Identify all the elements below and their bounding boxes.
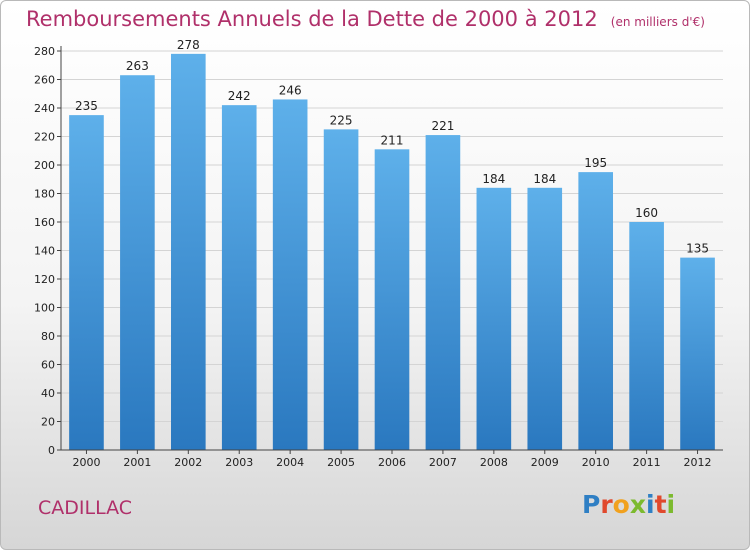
x-tick-label: 2011 — [633, 456, 661, 469]
data-label: 135 — [686, 242, 709, 256]
axes: 0 20 40 60 80 100 120 140 160 180 200 220 240 260 280 2… — [34, 45, 723, 469]
bar-2003[interactable] — [221, 105, 257, 451]
x-tick-label: 2003 — [225, 456, 253, 469]
y-tick-label: 100 — [34, 302, 55, 315]
bar-2012[interactable] — [680, 257, 715, 450]
y-tick-label: 160 — [34, 216, 55, 229]
bar-2000[interactable] — [69, 115, 104, 450]
bar-2004[interactable] — [272, 99, 308, 450]
chart-title: Remboursements Annuels de la Dette de 20… — [26, 7, 705, 31]
data-label: 242 — [228, 89, 251, 103]
data-label: 211 — [381, 133, 404, 147]
y-tick-label: 280 — [34, 45, 55, 58]
y-tick-label: 260 — [34, 74, 55, 87]
data-label: 263 — [126, 59, 149, 73]
x-tick-label: 2002 — [174, 456, 202, 469]
data-label: 221 — [431, 119, 454, 133]
y-tick-label: 220 — [34, 131, 55, 144]
city-name: CADILLAC — [38, 497, 133, 519]
bar-2007[interactable] — [425, 135, 461, 450]
x-tick-label: 2012 — [684, 456, 712, 469]
y-tick-label: 80 — [41, 330, 55, 343]
bar-2011[interactable] — [629, 222, 664, 450]
y-tick-label: 60 — [41, 359, 55, 372]
bar-2006[interactable] — [374, 149, 410, 450]
data-label: 235 — [75, 99, 98, 113]
x-tick-label: 2004 — [276, 456, 304, 469]
logo-letter: o — [612, 490, 630, 519]
data-label: 246 — [279, 83, 302, 97]
bar-2008[interactable] — [476, 187, 512, 451]
data-label: 195 — [584, 156, 607, 170]
x-tick-label: 2001 — [123, 456, 151, 469]
chart-subtitle: (en milliers d'€) — [610, 15, 705, 29]
bar-2002[interactable] — [170, 53, 206, 450]
x-tick-label: 2009 — [531, 456, 559, 469]
x-tick-label: 2007 — [429, 456, 457, 469]
chart-title-text: Remboursements Annuels de la Dette de 20… — [26, 7, 598, 31]
y-tick-label: 120 — [34, 273, 55, 286]
data-labels: 235 263 278 242 246 225 211 221 184 184 195 160 135 — [75, 38, 709, 256]
x-tick-label: 2010 — [582, 456, 610, 469]
y-tick-label: 180 — [34, 188, 55, 201]
x-tick-label: 2000 — [72, 456, 100, 469]
proxiti-logo[interactable]: Proxiti — [582, 490, 675, 519]
data-label: 184 — [533, 172, 556, 186]
x-tick-label: 2005 — [327, 456, 355, 469]
logo-letter: t — [654, 490, 667, 519]
x-tick-label: 2006 — [378, 456, 406, 469]
logo-letter: r — [600, 490, 613, 519]
bar-2009[interactable] — [527, 187, 563, 451]
data-label: 160 — [635, 206, 658, 220]
y-tick-label: 20 — [41, 416, 55, 429]
data-label: 225 — [330, 113, 353, 127]
bars — [69, 53, 715, 451]
logo-letter: i — [646, 490, 655, 519]
y-tick-label: 240 — [34, 102, 55, 115]
logo-letter: x — [629, 490, 646, 519]
bar-2005[interactable] — [323, 129, 359, 450]
bar-2001[interactable] — [120, 75, 155, 450]
y-tick-label: 200 — [34, 159, 55, 172]
y-tick-label: 0 — [48, 444, 55, 457]
data-label: 278 — [177, 38, 200, 52]
bar-2010[interactable] — [578, 172, 614, 450]
logo-letter: i — [666, 490, 676, 519]
data-label: 184 — [482, 172, 505, 186]
x-tick-label: 2008 — [480, 456, 508, 469]
y-tick-label: 140 — [34, 245, 55, 258]
y-tick-label: 40 — [41, 387, 55, 400]
logo-letter: P — [582, 490, 601, 519]
